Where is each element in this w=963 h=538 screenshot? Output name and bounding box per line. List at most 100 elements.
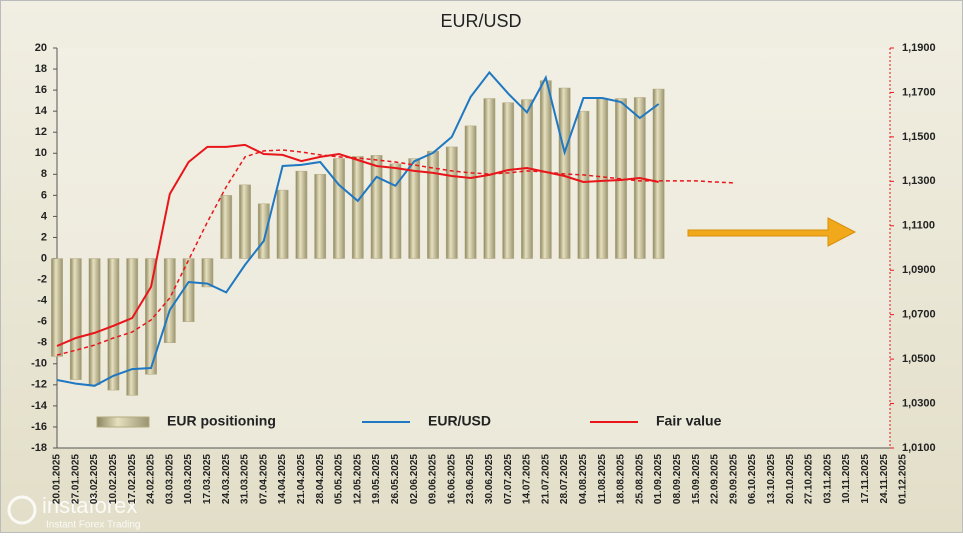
logo-icon: [7, 495, 37, 525]
x-tick-label: 21.07.2025: [540, 454, 551, 504]
x-tick-label: 07.04.2025: [258, 454, 269, 504]
y-tick-label: 16: [35, 84, 47, 96]
x-tick-label: 13.10.2025: [766, 454, 777, 504]
x-tick-label: 28.04.2025: [315, 454, 326, 504]
x-tick-label: 22.09.2025: [710, 454, 721, 504]
bar: [408, 158, 421, 259]
x-tick-label: 19.05.2025: [371, 454, 382, 504]
bar: [201, 258, 214, 288]
logo: instaforex Instant Forex Trading: [7, 493, 141, 531]
y2-tick-label: 1,0500: [902, 353, 936, 365]
x-tick-label: 10.02.2025: [108, 454, 119, 504]
y-tick-label: 8: [41, 168, 47, 180]
x-tick-label: 05.05.2025: [334, 454, 345, 504]
bar: [239, 184, 251, 259]
x-tick-label: 18.08.2025: [616, 454, 627, 504]
x-tick-label: 26.05.2025: [390, 454, 401, 504]
y-tick-label: -8: [37, 337, 47, 349]
x-tick-label: 10.03.2025: [183, 454, 194, 504]
x-tick-label: 25.08.2025: [634, 454, 645, 504]
bar: [464, 125, 477, 259]
bar: [126, 258, 139, 396]
x-tick-label: 14.07.2025: [522, 454, 533, 504]
line: [56, 70, 660, 387]
x-tick-label: 17.11.2025: [860, 454, 871, 504]
x-tick-label: 21.04.2025: [296, 454, 307, 504]
bar: [596, 98, 609, 259]
line: [56, 143, 659, 347]
legend-label: EUR positioning: [167, 413, 276, 429]
dashed-line: [56, 149, 734, 356]
logo-tagline: Instant Forex Trading: [46, 520, 141, 531]
bar: [257, 203, 270, 259]
y-tick-label: 18: [35, 63, 47, 75]
x-tick-label: 03.02.2025: [89, 454, 100, 504]
bar: [51, 258, 63, 357]
bar: [351, 156, 364, 259]
x-tick-label: 01.12.2025: [898, 454, 909, 504]
bar: [220, 195, 233, 259]
bar: [333, 158, 345, 259]
logo-name: instaforex: [42, 493, 137, 518]
y2-tick-label: 1,1900: [902, 42, 936, 54]
bar: [69, 258, 82, 380]
y-tick-label: -6: [37, 316, 47, 328]
y2-tick-label: 1,1500: [902, 131, 936, 143]
y-tick-label: -4: [37, 295, 48, 307]
x-tick-label: 30.06.2025: [484, 454, 495, 504]
x-tick-label: 20.10.2025: [785, 454, 796, 504]
x-tick-label: 31.03.2025: [240, 454, 251, 504]
x-tick-label: 07.07.2025: [503, 454, 514, 504]
y-tick-label: 20: [35, 42, 47, 54]
x-tick-label: 10.11.2025: [841, 454, 852, 504]
x-tick-label: 11.08.2025: [597, 454, 608, 504]
x-tick-label: 16.06.2025: [446, 454, 457, 504]
arrow: [687, 217, 857, 247]
y-tick-label: -18: [31, 442, 47, 454]
x-tick-label: 15.09.2025: [691, 454, 702, 504]
y2-tick-label: 1,1700: [902, 86, 936, 98]
x-tick-label: 03.11.2025: [822, 454, 833, 504]
x-tick-label: 17.03.2025: [202, 454, 213, 504]
x-tick-label: 27.10.2025: [804, 454, 815, 504]
y2-tick-label: 1,0700: [902, 309, 936, 321]
x-tick-label: 24.11.2025: [879, 454, 890, 504]
bar: [314, 174, 327, 259]
x-tick-label: 27.01.2025: [70, 454, 81, 504]
legend-label: Fair value: [656, 413, 722, 429]
bar: [389, 163, 402, 259]
y2-tick-label: 1,1100: [902, 220, 935, 232]
y2-tick-label: 1,0900: [902, 264, 936, 276]
bar: [483, 98, 496, 259]
x-tick-label: 02.06.2025: [409, 454, 420, 504]
y-tick-label: -10: [31, 358, 47, 370]
x-tick-label: 23.06.2025: [465, 454, 476, 504]
x-tick-label: 09.06.2025: [428, 454, 439, 504]
bar: [370, 155, 383, 259]
y-tick-label: -12: [31, 379, 47, 391]
x-tick-label: 28.07.2025: [559, 454, 570, 504]
y-tick-label: 14: [35, 105, 48, 117]
bar: [145, 258, 157, 375]
bar: [295, 170, 308, 259]
bar: [427, 150, 439, 259]
x-tick-label: 08.09.2025: [672, 454, 683, 504]
x-tick-label: 24.03.2025: [221, 454, 232, 504]
x-tick-label: 24.02.2025: [146, 454, 157, 504]
bar: [521, 99, 533, 259]
y-tick-label: 4: [41, 210, 48, 222]
x-tick-label: 06.10.2025: [747, 454, 758, 504]
legend-swatch: [96, 416, 150, 428]
x-tick-label: 17.02.2025: [127, 454, 138, 504]
legend-label: EUR/USD: [428, 413, 491, 429]
bar: [276, 189, 289, 259]
y-tick-label: -16: [31, 421, 47, 433]
bar: [445, 146, 458, 259]
x-tick-label: 29.09.2025: [728, 454, 739, 504]
bar: [163, 258, 176, 343]
bar: [577, 110, 590, 259]
y-tick-label: 12: [35, 126, 47, 138]
bar: [652, 88, 665, 259]
x-tick-label: 20.01.2025: [52, 454, 63, 504]
x-tick-label: 14.04.2025: [277, 454, 288, 504]
